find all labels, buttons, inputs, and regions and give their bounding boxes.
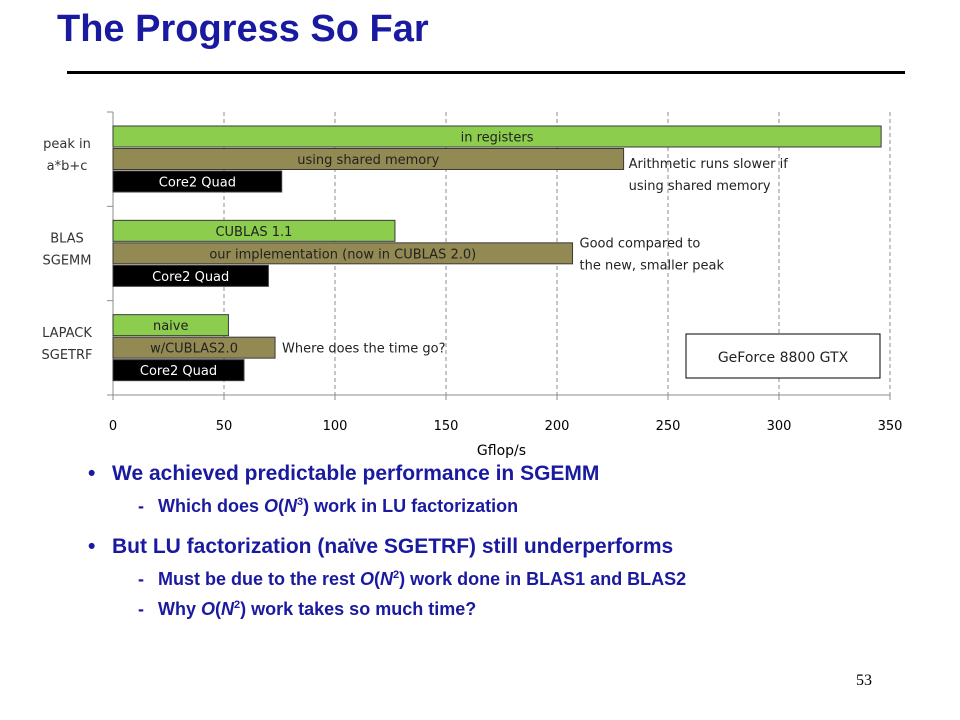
category-label: SGETRF: [42, 348, 93, 363]
bullet-sgemm: We achieved predictable performance in S…: [88, 462, 908, 486]
category-label: peak in: [43, 137, 91, 152]
bar-label: Core2 Quad: [159, 176, 236, 191]
bar: [112, 359, 245, 382]
var-n: N: [380, 569, 394, 589]
bar: [112, 242, 574, 265]
annotation-text: using shared memory: [629, 179, 771, 194]
x-tick-label: 0: [109, 419, 117, 434]
bar-label: Core2 Quad: [152, 270, 229, 285]
bar-label: CUBLAS 1.1: [215, 225, 292, 240]
sub-text-end: ) work in LU factorization: [303, 496, 519, 516]
bar: [112, 336, 276, 359]
sub-text: Which does: [158, 496, 265, 516]
dash-marker: -: [138, 569, 144, 589]
bar: [112, 264, 269, 287]
exponent: 2: [393, 569, 400, 581]
x-tick-label: 50: [216, 419, 233, 434]
annotation-text: the new, smaller peak: [580, 258, 725, 273]
var-n: N: [221, 599, 235, 619]
boxed-note: [685, 333, 881, 379]
bar-label: w/CUBLAS2.0: [150, 342, 238, 357]
bar-label: using shared memory: [297, 153, 439, 168]
bar: [112, 170, 283, 193]
annotation-text: Arithmetic runs slower if: [629, 157, 789, 172]
bullet-sgetrf: But LU factorization (naïve SGETRF) stil…: [88, 535, 908, 559]
category-label: LAPACK: [42, 326, 92, 341]
bar-label: our implementation (now in CUBLAS 2.0): [209, 247, 476, 262]
bar: [112, 125, 882, 148]
gflops-bar-chart: 0 50 100 150 200 250 300 350 Gflop/s peak in a*b+c…: [42, 111, 903, 459]
exponent: 3: [297, 496, 304, 508]
dash-marker: -: [138, 599, 144, 619]
x-tick-label: 250: [656, 419, 681, 434]
exponent: 2: [234, 599, 241, 611]
paren: (: [278, 496, 285, 516]
paren: (: [374, 569, 381, 589]
sub-bullet-sgemm-work: - Which does O(N3) work in LU factorizati…: [88, 496, 908, 517]
bar-label: in registers: [461, 131, 534, 146]
x-tick-label: 150: [434, 419, 459, 434]
page-number: 53: [856, 672, 872, 689]
x-axis-label: Gflop/s: [477, 443, 526, 459]
slide-title: The Progress So Far: [57, 8, 429, 50]
category-label: SGEMM: [43, 254, 92, 269]
bar-label: Core2 Quad: [140, 364, 217, 379]
title-underline: [67, 71, 905, 74]
dash-marker: -: [138, 496, 144, 516]
boxed-note-text: GeForce 8800 GTX: [718, 350, 849, 366]
sub-text: Must be due to the rest: [158, 569, 361, 589]
bar-label: naive: [153, 319, 189, 334]
sub-text: Why: [158, 599, 201, 619]
big-o: O: [360, 569, 375, 589]
sub-text-end: ) work done in BLAS1 and BLAS2: [399, 569, 687, 589]
var-n: N: [284, 496, 298, 516]
x-tick-label: 300: [767, 419, 792, 434]
sub-bullet-time-question: - Why O(N2) work takes so much time?: [88, 599, 908, 620]
x-tick-label: 100: [323, 419, 348, 434]
annotation-text: Good compared to: [580, 236, 701, 251]
sub-text-end: ) work takes so much time?: [240, 599, 477, 619]
bar: [112, 219, 396, 242]
category-label: BLAS: [50, 232, 84, 247]
annotation-text: Where does the time go?: [282, 342, 445, 357]
bullet-list: We achieved predictable performance in S…: [88, 462, 908, 620]
x-tick-label: 200: [545, 419, 570, 434]
x-tick-label: 350: [878, 419, 903, 434]
sub-bullet-blas-work: - Must be due to the rest O(N2) work done…: [88, 569, 908, 590]
paren: (: [215, 599, 222, 619]
bar: [112, 314, 229, 337]
category-label: a*b+c: [47, 159, 88, 174]
bar: [112, 148, 625, 170]
big-o: O: [201, 599, 216, 619]
big-o: O: [264, 496, 279, 516]
